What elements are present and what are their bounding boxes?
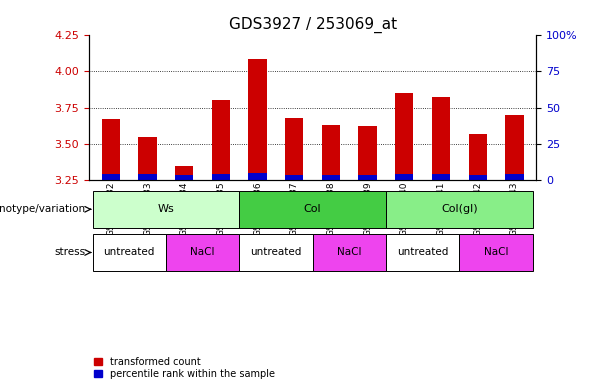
Text: stress: stress	[55, 247, 86, 258]
Bar	[93, 191, 239, 227]
Legend: transformed count, percentile rank within the sample: transformed count, percentile rank withi…	[94, 357, 275, 379]
Bar	[386, 234, 459, 271]
Bar	[102, 119, 120, 180]
Bar	[166, 234, 239, 271]
Text: NaCl: NaCl	[484, 247, 508, 258]
Text: untreated: untreated	[104, 247, 155, 258]
Bar	[322, 125, 340, 180]
Bar	[468, 134, 487, 180]
Text: untreated: untreated	[397, 247, 448, 258]
Bar	[102, 174, 120, 180]
Bar	[239, 191, 386, 227]
Bar	[139, 137, 157, 180]
Bar	[175, 166, 194, 180]
Bar	[285, 118, 303, 180]
Bar	[359, 175, 377, 180]
Bar	[359, 126, 377, 180]
Bar	[175, 175, 194, 180]
Bar	[313, 234, 386, 271]
Bar	[211, 174, 230, 180]
Text: NaCl: NaCl	[191, 247, 215, 258]
Bar	[395, 174, 414, 180]
Bar	[386, 191, 533, 227]
Title: GDS3927 / 253069_at: GDS3927 / 253069_at	[229, 17, 397, 33]
Bar	[432, 97, 450, 180]
Bar	[248, 173, 267, 180]
Bar	[93, 234, 166, 271]
Bar	[211, 100, 230, 180]
Bar	[395, 93, 414, 180]
Bar	[459, 234, 533, 271]
Bar	[432, 174, 450, 180]
Bar	[322, 175, 340, 180]
Text: NaCl: NaCl	[337, 247, 362, 258]
Text: Ws: Ws	[158, 204, 174, 214]
Text: untreated: untreated	[250, 247, 302, 258]
Bar	[285, 175, 303, 180]
Bar	[468, 175, 487, 180]
Text: Col(gl): Col(gl)	[441, 204, 478, 214]
Bar	[239, 234, 313, 271]
Bar	[139, 174, 157, 180]
Text: Col: Col	[304, 204, 321, 214]
Text: genotype/variation: genotype/variation	[0, 204, 86, 214]
Bar	[505, 115, 524, 180]
Bar	[248, 60, 267, 180]
Bar	[505, 174, 524, 180]
